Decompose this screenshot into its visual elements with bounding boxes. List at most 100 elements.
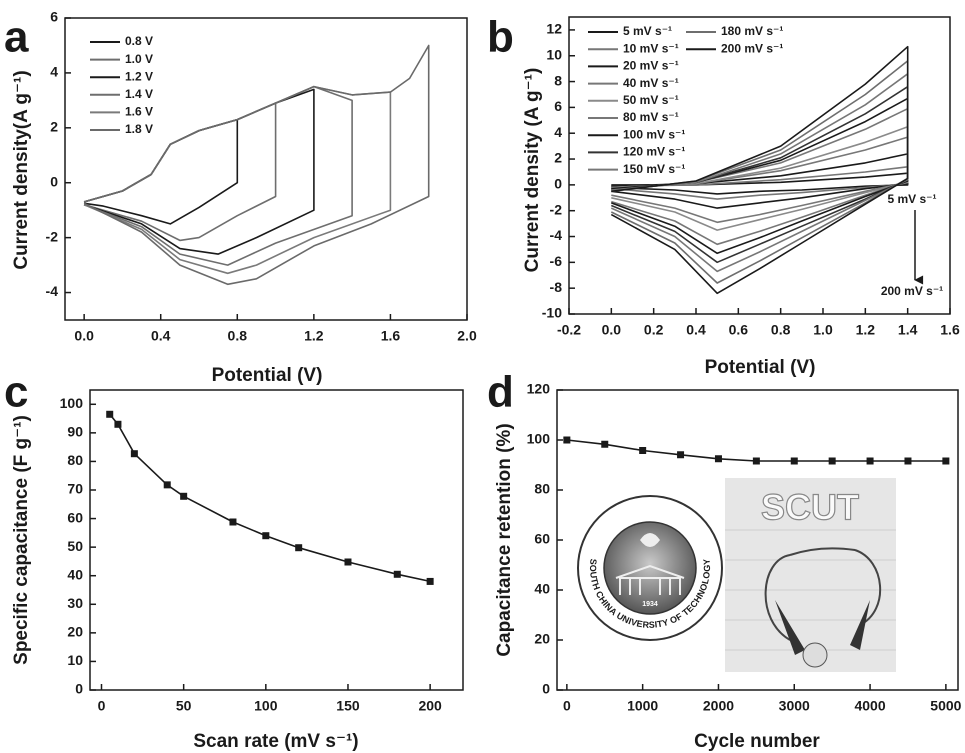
x-tick-label: 0.2 xyxy=(644,322,664,338)
y-tick-label: 6 xyxy=(50,9,58,25)
data-marker xyxy=(942,457,950,465)
legend-label: 1.4 V xyxy=(125,87,153,101)
y-tick-label: 0 xyxy=(554,176,562,192)
data-marker xyxy=(563,436,571,444)
y-tick-label: -4 xyxy=(46,283,59,299)
data-marker xyxy=(639,447,647,454)
logo-flower xyxy=(640,533,660,547)
legend-label: 100 mV s⁻¹ xyxy=(623,127,685,141)
data-marker xyxy=(828,457,836,465)
data-line xyxy=(83,102,277,242)
legend-label: 80 mV s⁻¹ xyxy=(623,110,679,124)
y-axis-label: Specific capacitance (F g⁻¹) xyxy=(11,415,32,665)
y-tick-label: 80 xyxy=(67,452,83,468)
x-axis-label: Potential (V) xyxy=(212,365,323,386)
panel-label: d xyxy=(487,368,514,417)
legend-label: 50 mV s⁻¹ xyxy=(623,93,679,107)
data-marker xyxy=(601,440,609,448)
data-line xyxy=(610,45,909,295)
legend-label: 1.2 V xyxy=(125,69,153,83)
data-marker xyxy=(904,457,912,465)
x-tick-label: 50 xyxy=(176,698,192,714)
data-marker xyxy=(677,451,685,459)
x-tick-label: 1.2 xyxy=(304,328,324,344)
y-tick-label: 0 xyxy=(75,681,83,697)
x-tick-label: 5000 xyxy=(930,698,961,714)
x-tick-label: 3000 xyxy=(779,698,810,714)
y-tick-label: 0 xyxy=(542,681,550,697)
y-tick-label: 20 xyxy=(67,624,83,640)
panel-label: c xyxy=(4,368,28,417)
x-tick-label: 0 xyxy=(98,698,106,714)
data-marker xyxy=(752,457,760,465)
data-line xyxy=(109,413,431,583)
panel-label: b xyxy=(487,13,514,62)
data-marker xyxy=(866,457,874,465)
data-marker xyxy=(163,481,171,489)
legend-label: 20 mV s⁻¹ xyxy=(623,59,679,73)
photo-inset: SCUT xyxy=(725,478,896,672)
data-line xyxy=(83,44,430,286)
data-line xyxy=(83,118,239,225)
y-tick-label: 60 xyxy=(534,531,550,547)
y-tick-label: 30 xyxy=(67,595,83,611)
data-marker xyxy=(114,420,122,428)
x-tick-label: 100 xyxy=(254,698,278,714)
y-axis-label: Capacitance retention (%) xyxy=(494,423,515,656)
x-tick-label: 1.6 xyxy=(381,328,401,344)
data-marker xyxy=(426,577,434,585)
y-tick-label: 60 xyxy=(67,509,83,525)
x-tick-label: 0.0 xyxy=(74,328,94,344)
legend-label: 5 mV s⁻¹ xyxy=(623,24,672,38)
x-tick-label: 0 xyxy=(563,698,571,714)
data-marker xyxy=(106,410,114,418)
x-tick-label: 1.0 xyxy=(813,322,833,338)
x-tick-label: 0.6 xyxy=(729,322,749,338)
legend-label: 1.0 V xyxy=(125,52,153,66)
legend-label: 0.8 V xyxy=(125,34,153,48)
y-tick-label: 70 xyxy=(67,481,83,497)
y-tick-label: 10 xyxy=(546,46,562,62)
plot-frame xyxy=(568,16,951,315)
legend-label: 1.6 V xyxy=(125,105,153,119)
x-tick-label: 1.2 xyxy=(856,322,876,338)
logo-inset: SOUTH CHINA UNIVERSITY OF TECHNOLOGY 193… xyxy=(577,495,723,641)
x-tick-label: 1.6 xyxy=(940,322,960,338)
x-axis-label: Potential (V) xyxy=(705,357,816,378)
y-tick-label: 8 xyxy=(554,72,562,88)
x-tick-label: 0.8 xyxy=(228,328,248,344)
x-tick-label: 0.8 xyxy=(771,322,791,338)
data-marker xyxy=(393,570,401,578)
y-tick-label: 100 xyxy=(60,395,84,411)
y-tick-label: 40 xyxy=(534,581,550,597)
y-axis-label: Current density (A g⁻¹) xyxy=(522,68,543,273)
y-tick-label: 90 xyxy=(67,424,83,440)
y-tick-label: 10 xyxy=(67,652,83,668)
data-marker xyxy=(344,558,352,566)
y-tick-label: 0 xyxy=(50,173,58,189)
data-line xyxy=(611,172,909,195)
y-tick-label: -10 xyxy=(542,305,562,321)
annotation: 5 mV s⁻¹ xyxy=(887,192,936,206)
x-tick-label: 2000 xyxy=(703,698,734,714)
legend-label: 200 mV s⁻¹ xyxy=(721,41,783,55)
y-tick-label: 100 xyxy=(527,431,551,447)
legend-label: 10 mV s⁻¹ xyxy=(623,41,679,55)
y-tick-label: 50 xyxy=(67,538,83,554)
logo-center xyxy=(603,521,697,615)
photo xyxy=(725,478,896,672)
y-tick-label: 6 xyxy=(554,98,562,114)
plot-frame xyxy=(64,17,468,321)
photo-clips xyxy=(775,600,870,655)
y-tick-label: -8 xyxy=(550,279,563,295)
y-axis-label: Current density(A g⁻¹) xyxy=(11,70,32,269)
y-tick-label: 4 xyxy=(50,64,58,80)
legend-label: 120 mV s⁻¹ xyxy=(623,145,685,159)
y-tick-label: 20 xyxy=(534,631,550,647)
y-tick-label: 80 xyxy=(534,481,550,497)
data-marker xyxy=(295,544,303,552)
annotation: 200 mV s⁻¹ xyxy=(881,284,943,298)
y-tick-label: 12 xyxy=(546,21,562,37)
